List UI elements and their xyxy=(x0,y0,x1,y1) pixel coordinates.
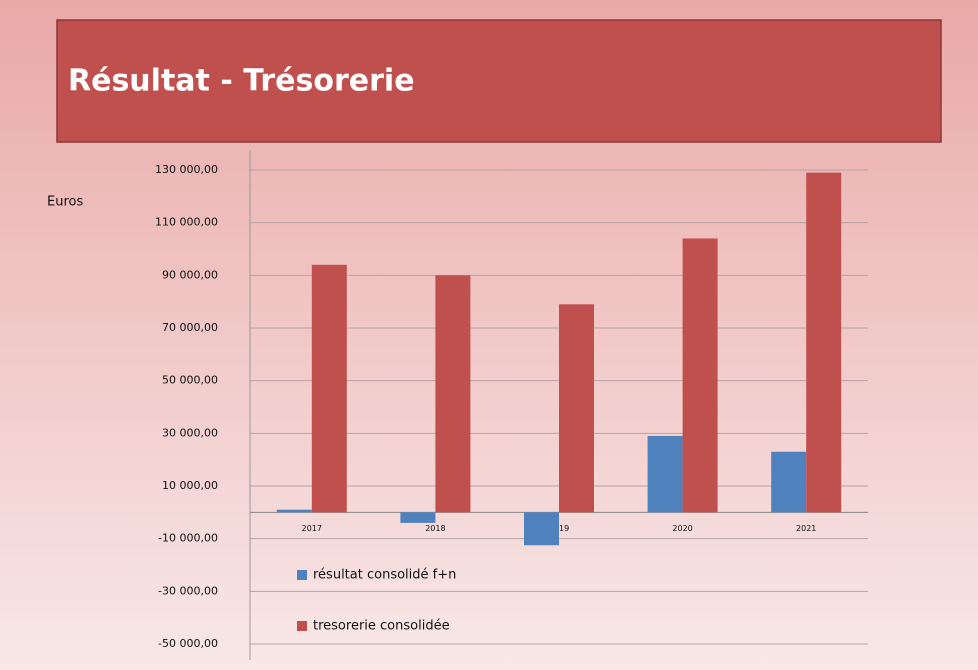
bar xyxy=(435,275,471,513)
bar xyxy=(276,509,312,513)
y-tick-label: -10 000,00 xyxy=(158,532,218,545)
bar xyxy=(771,451,807,513)
y-tick-label: 30 000,00 xyxy=(162,426,218,439)
x-tick-label: 2020 xyxy=(672,524,692,533)
bar xyxy=(524,512,559,546)
bar xyxy=(559,304,594,513)
legend-swatch xyxy=(297,621,307,631)
legend-label: résultat consolidé f+n xyxy=(313,568,456,583)
bar xyxy=(682,238,718,513)
x-tick-label: 2018 xyxy=(425,524,445,533)
x-tick-label: 2021 xyxy=(796,524,816,533)
bar xyxy=(647,435,683,513)
y-tick-label: 130 000,00 xyxy=(155,163,218,176)
y-tick-label: 10 000,00 xyxy=(162,479,218,492)
x-tick-label: 2017 xyxy=(302,524,322,533)
bar xyxy=(806,172,842,513)
y-tick-label: 90 000,00 xyxy=(162,268,218,281)
title-banner xyxy=(56,19,942,143)
bar xyxy=(311,264,347,513)
y-tick-label: -50 000,00 xyxy=(158,637,218,650)
y-tick-label: -30 000,00 xyxy=(158,584,218,597)
chart-title: Résultat - Trésorerie xyxy=(68,64,415,99)
legend-swatch xyxy=(297,570,307,580)
y-tick-label: 110 000,00 xyxy=(155,216,218,229)
bar xyxy=(400,512,436,523)
legend-label: tresorerie consolidée xyxy=(313,619,450,634)
y-tick-label: 50 000,00 xyxy=(162,374,218,387)
y-axis-label: Euros xyxy=(47,195,83,210)
y-tick-label: 70 000,00 xyxy=(162,321,218,334)
